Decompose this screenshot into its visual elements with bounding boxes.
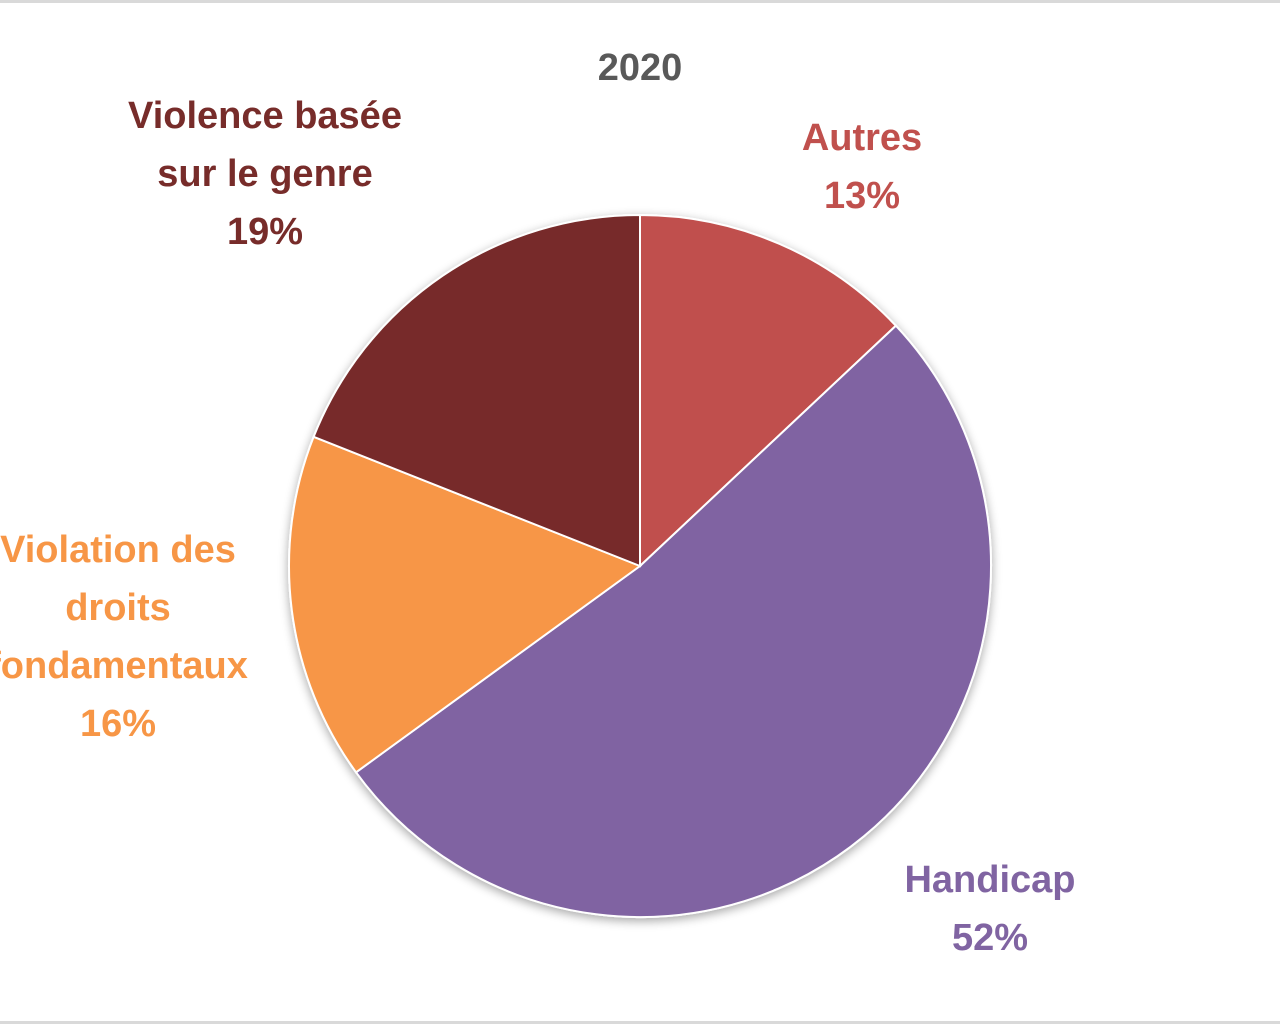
slice-label-violation-line3: fondamentaux [0, 645, 248, 687]
slice-label-handicap-name: Handicap [904, 859, 1076, 901]
slice-label-vbg-value: 19% [226, 211, 304, 253]
slice-label-violation-line1: Violation des [0, 529, 236, 571]
pie-slices [288, 213, 993, 918]
slice-label-vbg: Violence basée sur le genre 19% [100, 87, 430, 261]
slice-label-handicap-value: 52% [951, 917, 1029, 959]
pie-slice-4 [312, 213, 641, 568]
pie-chart [288, 213, 993, 918]
slice-label-violation: Violation des droits fondamentaux 16% [0, 521, 268, 753]
slice-label-vbg-line1: Violence basée [128, 95, 402, 137]
chart-title: 2020 [597, 47, 683, 89]
slice-label-violation-value: 16% [79, 703, 157, 745]
slice-label-autres-value: 13% [823, 175, 901, 217]
slice-label-autres: Autres 13% [762, 109, 962, 225]
pie-slice-1 [639, 213, 898, 569]
pie-slice-3 [288, 435, 643, 774]
slice-label-autres-name: Autres [801, 117, 923, 159]
pie-slice-2 [354, 324, 993, 918]
slice-label-violation-line2: droits [65, 587, 171, 629]
slice-label-vbg-line2: sur le genre [157, 153, 373, 195]
slice-label-handicap: Handicap 52% [870, 851, 1110, 967]
